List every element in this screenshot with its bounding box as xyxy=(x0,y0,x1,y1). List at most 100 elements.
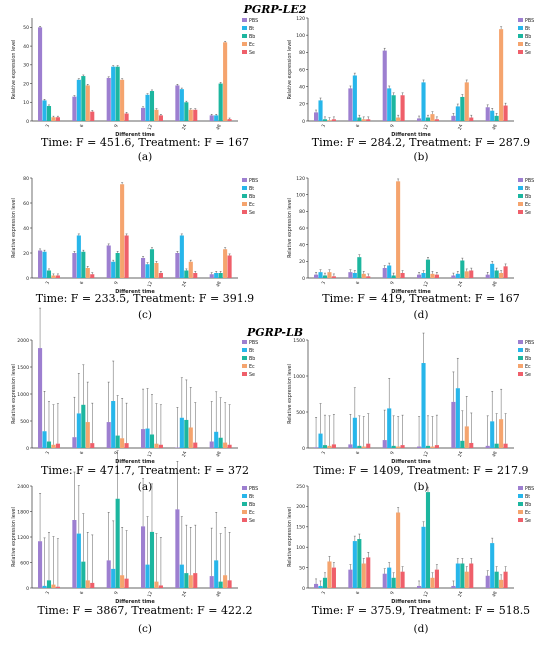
legend-label: PBS xyxy=(249,178,258,184)
bar xyxy=(72,520,77,588)
x-tick-label: 3 xyxy=(44,280,51,285)
legend-label: Se xyxy=(249,210,255,216)
bar xyxy=(175,85,180,121)
bar xyxy=(490,421,495,448)
bar xyxy=(76,79,81,121)
bar xyxy=(193,109,198,121)
bar xyxy=(503,443,508,448)
y-tick-label: 1800 xyxy=(17,509,29,515)
bar xyxy=(209,274,214,278)
panel-caption: Time: F = 1409, Treatment: F = 217.9 xyxy=(314,464,529,477)
legend-swatch xyxy=(518,494,523,498)
bar xyxy=(352,273,357,278)
bar xyxy=(141,526,146,588)
y-tick-label: 10 xyxy=(23,100,29,106)
y-tick-label: 30 xyxy=(23,63,29,69)
y-tick-label: 20 xyxy=(23,81,29,87)
bar xyxy=(51,444,56,448)
bar xyxy=(322,445,328,448)
y-axis-label: Relative expression level xyxy=(287,40,293,100)
bar xyxy=(485,274,490,278)
legend-swatch xyxy=(518,510,523,514)
bar xyxy=(425,445,431,448)
y-tick-label: 0 xyxy=(302,586,305,592)
bar xyxy=(115,435,120,448)
y-tick-label: 2000 xyxy=(17,338,29,344)
bar xyxy=(38,348,43,448)
bar xyxy=(214,560,219,588)
legend-swatch xyxy=(518,18,523,22)
chart-panel: 0 600 1200 1800 2400 Relative expression leve… xyxy=(11,450,258,635)
bar xyxy=(400,445,405,448)
x-tick-label: 12 xyxy=(422,450,430,457)
bar xyxy=(149,91,155,121)
bar xyxy=(90,274,95,278)
bar xyxy=(331,119,336,121)
bar xyxy=(430,446,435,448)
y-tick-label: 200 xyxy=(296,504,305,510)
bar xyxy=(314,447,319,448)
bar xyxy=(115,66,120,121)
bar xyxy=(348,569,353,588)
x-tick-label: 6 xyxy=(355,450,362,455)
bar xyxy=(193,273,198,278)
bar xyxy=(387,567,392,588)
bar xyxy=(451,275,456,278)
legend-label: Se xyxy=(249,372,255,378)
x-tick-label: 48 xyxy=(215,590,223,597)
x-tick-label: 9 xyxy=(113,590,120,595)
legend-label: PBS xyxy=(525,340,534,346)
bar xyxy=(314,112,319,121)
x-tick-label: 3 xyxy=(320,450,327,455)
legend-swatch xyxy=(518,202,523,206)
bar xyxy=(485,445,490,448)
x-tick-label: 24 xyxy=(457,123,465,130)
bar xyxy=(314,583,319,588)
bar xyxy=(391,95,396,121)
bar xyxy=(175,253,180,278)
panel-letter: (a) xyxy=(138,481,152,493)
bar xyxy=(218,83,223,121)
bar xyxy=(503,266,508,278)
bar xyxy=(455,273,460,278)
bar xyxy=(145,428,150,448)
bar xyxy=(124,578,129,588)
bar xyxy=(361,563,366,588)
chart-panel: 0 20 40 60 80 Relative expression level 3 6 9 12 2… xyxy=(11,176,258,321)
bar xyxy=(175,509,180,588)
bar xyxy=(38,27,43,122)
x-tick-label: 3 xyxy=(320,123,327,128)
y-tick-label: 50 xyxy=(299,565,305,571)
bar xyxy=(184,419,189,448)
legend-label: PBS xyxy=(525,178,534,184)
bar xyxy=(494,571,499,588)
legend-swatch xyxy=(518,486,523,490)
bar xyxy=(111,568,116,588)
chart-panel: 0 50 100 150 200 250 Relative expression level… xyxy=(287,484,534,635)
bar xyxy=(430,114,435,121)
legend-label: Bb xyxy=(525,502,531,508)
bar xyxy=(209,441,214,448)
bar xyxy=(417,585,422,588)
x-tick-label: 3 xyxy=(44,450,51,455)
bar xyxy=(490,543,495,588)
x-tick-label: 9 xyxy=(389,280,396,285)
bar xyxy=(72,96,77,121)
x-tick-label: 12 xyxy=(422,590,430,597)
x-axis-label: Different time xyxy=(115,289,155,295)
bar xyxy=(400,273,405,278)
bar xyxy=(366,119,371,121)
bar xyxy=(85,422,90,448)
bar xyxy=(85,268,90,278)
legend-label: Bt xyxy=(525,494,530,500)
panel-letter: (d) xyxy=(414,623,429,635)
bar xyxy=(352,541,357,588)
legend-swatch xyxy=(242,34,247,38)
bar xyxy=(348,88,353,121)
bar xyxy=(318,272,323,278)
bar xyxy=(387,88,392,121)
x-tick-label: 3 xyxy=(320,590,327,595)
bar xyxy=(218,437,223,448)
bar xyxy=(81,561,86,588)
bar xyxy=(111,66,116,121)
